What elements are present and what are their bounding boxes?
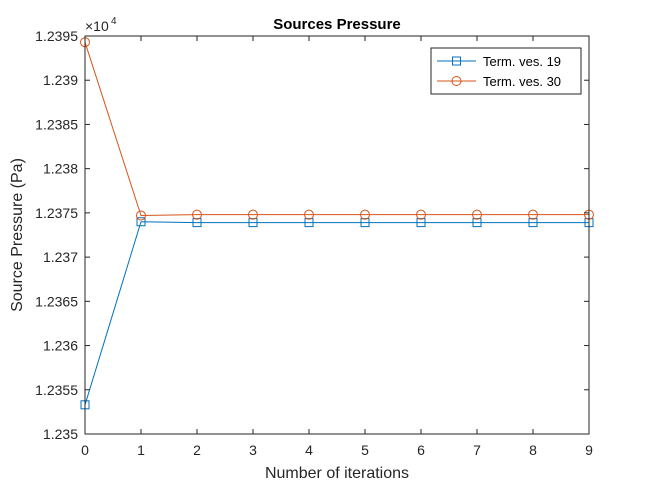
y-tick-label: 1.2355 (35, 382, 78, 398)
y-tick-label: 1.2375 (35, 205, 78, 221)
y-axis-exponent-power: 4 (111, 16, 117, 27)
series-line-2 (84, 42, 589, 217)
y-tick-label: 1.237 (43, 249, 78, 265)
y-axis-label: Source Pressure (Pa) (9, 158, 26, 312)
legend-box (430, 47, 582, 95)
y-tick-label: 1.235 (43, 426, 78, 442)
legend-label-2: Term. ves. 30 (483, 74, 561, 89)
x-tick-label: 1 (137, 442, 145, 458)
x-tick-label: 4 (305, 442, 313, 458)
data-point-square (416, 218, 426, 228)
data-point-circle (304, 209, 314, 220)
data-point-circle (136, 210, 146, 221)
y-tick-label: 1.238 (43, 161, 78, 177)
data-point-square (360, 218, 370, 228)
y-tick-label: 1.2385 (35, 116, 78, 132)
x-tick-label: 7 (473, 442, 481, 458)
y-tick-label: 1.2395 (35, 28, 78, 44)
y-tick-label: 1.236 (43, 338, 78, 354)
legend-label-1: Term. ves. 19 (483, 54, 561, 69)
legend: Term. ves. 19 Term. ves. 30 (430, 47, 582, 95)
plot-area (85, 36, 589, 434)
x-tick-label: 0 (81, 442, 89, 458)
y-tick-label: 1.2365 (35, 293, 78, 309)
data-point-circle (528, 209, 538, 220)
data-point-square (136, 217, 146, 227)
data-point-circle (192, 209, 202, 220)
x-tick-label: 5 (361, 442, 369, 458)
data-point-square (528, 218, 538, 228)
x-tick-label: 2 (193, 442, 201, 458)
y-tick-label: 1.239 (43, 72, 78, 88)
x-tick-label: 3 (249, 442, 257, 458)
data-point-circle (416, 209, 426, 220)
x-tick-label: 9 (585, 442, 593, 458)
series-line-1 (84, 221, 589, 405)
x-axis-label: Number of iterations (265, 465, 409, 482)
legend-marker-circle (451, 76, 462, 86)
data-point-square (192, 218, 202, 228)
data-point-square (248, 218, 258, 228)
data-point-square (472, 218, 482, 228)
y-axis-exponent-base: ×10 (85, 18, 109, 34)
plot-frame (84, 35, 590, 435)
x-tick-label: 8 (529, 442, 537, 458)
legend-entries: Term. ves. 19 Term. ves. 30 (437, 54, 561, 89)
legend-marker-square (452, 56, 461, 66)
y-axis-exponent: ×10 4 (85, 16, 117, 34)
tick-layer: 0 1 2 3 4 5 6 7 8 9 1.235 1.2355 1.236 1.2365 1.237 1.2… (35, 28, 593, 458)
x-tick-label: 6 (417, 442, 425, 458)
data-point-circle (360, 209, 370, 220)
data-point-circle (248, 209, 258, 220)
chart-title: Sources Pressure (273, 16, 401, 33)
data-point-square (304, 218, 314, 228)
data-point-circle (472, 209, 482, 220)
